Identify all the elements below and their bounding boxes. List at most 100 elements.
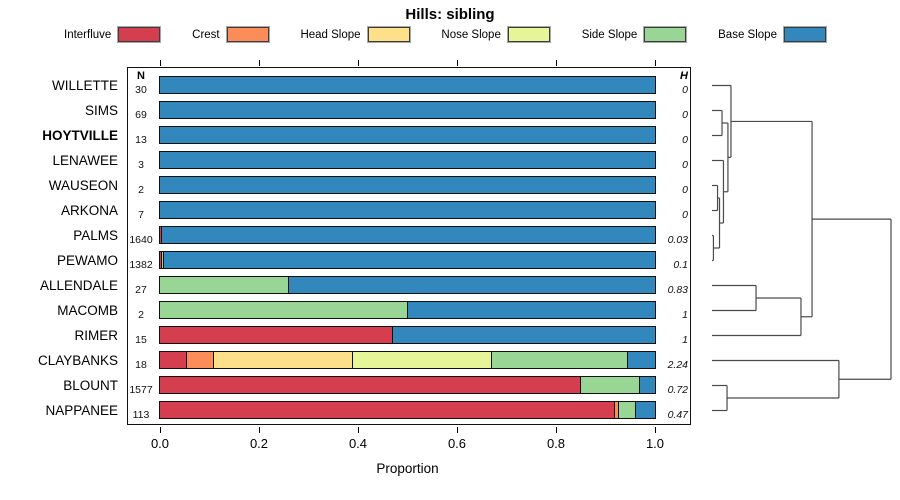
bar-segment-interfluve [159, 402, 615, 418]
bar-segment-base_slope [639, 377, 655, 393]
n-value: 7 [138, 209, 144, 221]
bar-segment-side_slope [580, 377, 640, 393]
x-tick-bottom [457, 427, 458, 433]
n-value: 27 [135, 284, 147, 296]
x-tick-bottom [259, 427, 260, 433]
legend-item-nose_slope: Nose Slope [441, 27, 550, 42]
bar-segment-side_slope [491, 352, 628, 368]
legend-item-crest: Crest [192, 27, 269, 42]
bar-segment-interfluve [159, 227, 162, 243]
n-value: 2 [138, 309, 144, 321]
h-value: 0 [682, 134, 688, 146]
legend-label-crest: Crest [192, 28, 220, 41]
bar-segment-base_slope [159, 102, 655, 118]
bar-segment-side_slope [161, 252, 164, 268]
legend-label-head_slope: Head Slope [300, 28, 361, 41]
h-value: 0.47 [667, 409, 688, 421]
h-value: 2.24 [667, 359, 688, 371]
x-tick-bottom [358, 427, 359, 433]
bar-segment-base_slope [159, 202, 655, 218]
n-value: 1382 [129, 259, 153, 271]
stacked-bar-nappanee [158, 401, 656, 419]
x-tick-label: 0.6 [447, 436, 467, 451]
stacked-bar-claybanks [158, 351, 656, 369]
n-value: 2 [138, 184, 144, 196]
h-value: 0 [682, 159, 688, 171]
x-tick-top [457, 60, 458, 66]
x-tick-top [556, 60, 557, 66]
bar-segment-base_slope [392, 327, 655, 343]
x-tick-top [160, 60, 161, 66]
stacked-bar-palms [158, 226, 656, 244]
stacked-bar-allendale [158, 276, 656, 294]
bar-segment-base_slope [163, 252, 655, 268]
stacked-bar-wauseon [158, 176, 656, 194]
n-value: 1577 [129, 384, 153, 396]
bar-segment-base_slope [627, 352, 655, 368]
legend-item-side_slope: Side Slope [582, 27, 687, 42]
series-label-claybanks: CLAYBANKS [37, 352, 118, 368]
legend-swatch-crest [226, 27, 269, 42]
n-value: 1640 [129, 234, 153, 246]
bar-segment-base_slope [159, 177, 655, 193]
stacked-bar-pewamo [158, 251, 656, 269]
x-tick-bottom [655, 427, 656, 433]
series-label-allendale: ALLENDALE [39, 277, 118, 293]
stacked-bar-arkona [158, 201, 656, 219]
series-label-lenawee: LENAWEE [52, 152, 118, 168]
stacked-bar-sims [158, 101, 656, 119]
x-tick-bottom [160, 427, 161, 433]
n-column-header: N [137, 70, 145, 82]
series-label-macomb: MACOMB [57, 302, 118, 318]
legend-swatch-interfluve [118, 27, 161, 42]
bar-segment-base_slope [635, 402, 655, 418]
h-value: 0 [682, 109, 688, 121]
n-value: 3 [138, 159, 144, 171]
bar-segment-interfluve [159, 327, 393, 343]
bar-segment-interfluve [159, 352, 187, 368]
x-tick-label: 0.4 [348, 436, 368, 451]
x-tick-top [655, 60, 656, 66]
bar-segment-side_slope [618, 402, 636, 418]
series-label-palms: PALMS [73, 227, 118, 243]
plot-frame [127, 67, 691, 425]
stacked-bar-hoytville [158, 126, 656, 144]
bar-segment-base_slope [288, 277, 655, 293]
h-value: 0.03 [667, 234, 688, 246]
h-value: 1 [682, 334, 688, 346]
legend-item-head_slope: Head Slope [300, 27, 410, 42]
series-label-blount: BLOUNT [63, 377, 118, 393]
series-label-hoytville: HOYTVILLE [42, 127, 118, 143]
series-label-pewamo: PEWAMO [56, 252, 118, 268]
legend-swatch-nose_slope [507, 27, 550, 42]
legend-swatch-head_slope [367, 27, 410, 42]
series-label-nappanee: NAPPANEE [45, 402, 118, 418]
legend-item-interfluve: Interfluve [64, 27, 161, 42]
h-value: 0 [682, 209, 688, 221]
series-label-rimer: RIMER [74, 327, 119, 343]
legend-label-interfluve: Interfluve [64, 28, 112, 41]
legend: Interfluve Crest Head Slope Nose Slope Side … [64, 27, 826, 42]
n-value: 15 [135, 334, 147, 346]
legend-label-side_slope: Side Slope [581, 28, 638, 41]
bar-segment-base_slope [159, 152, 655, 168]
series-label-arkona: ARKONA [60, 202, 118, 218]
legend-swatch-side_slope [644, 27, 687, 42]
legend-label-base_slope: Base Slope [718, 28, 777, 41]
h-value: 1 [682, 309, 688, 321]
n-value: 69 [135, 109, 147, 121]
h-value: 0.72 [667, 384, 688, 396]
stacked-bar-lenawee [158, 151, 656, 169]
x-tick-bottom [556, 427, 557, 433]
plot-title: Hills: sibling [405, 6, 495, 23]
x-tick-label: 0.2 [249, 436, 269, 451]
n-value: 30 [135, 84, 147, 96]
x-axis-label: Proportion [376, 461, 439, 476]
n-value: 13 [135, 134, 147, 146]
series-label-sims: SIMS [84, 102, 118, 118]
series-label-wauseon: WAUSEON [48, 177, 118, 193]
x-tick-label: 0.8 [546, 436, 566, 451]
h-value: 0 [682, 84, 688, 96]
h-value: 0.1 [673, 259, 688, 271]
